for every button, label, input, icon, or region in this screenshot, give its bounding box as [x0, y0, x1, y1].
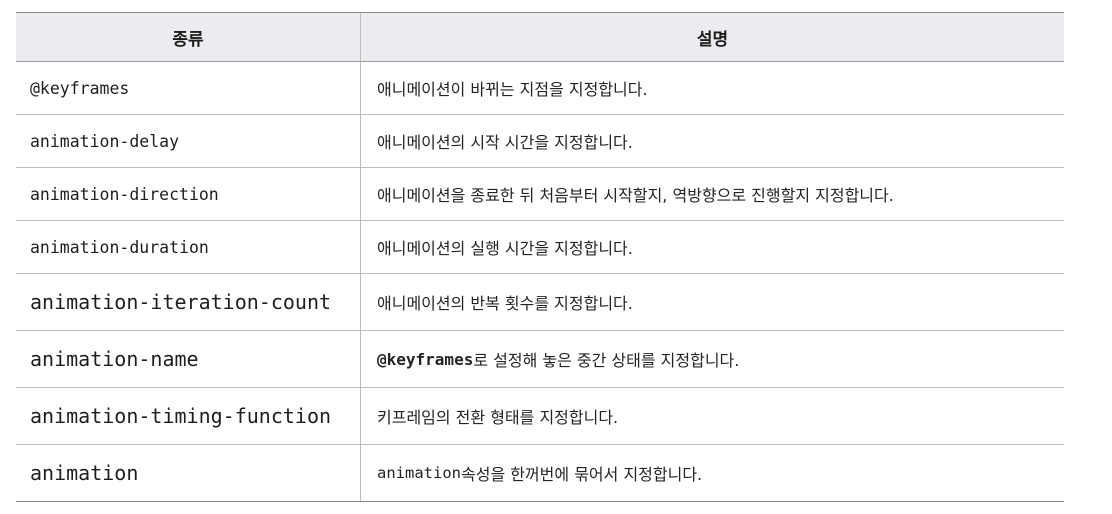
css-animation-properties-table: 종류 설명 @keyframes 애니메이션이 바뀌는 지점을 지정합니다. a… [16, 12, 1064, 502]
table-row: animation-delay 애니메이션의 시작 시간을 지정합니다. [16, 115, 1064, 168]
table-row: animation-name @keyframes 로 설정해 놓은 중간 상태를… [16, 331, 1064, 388]
property-name: animation-name [16, 331, 361, 387]
property-name: animation-delay [16, 115, 361, 167]
property-description: animation 속성을 한꺼번에 묶어서 지정합니다. [361, 445, 1064, 501]
table-row: animation-duration 애니메이션의 실행 시간을 지정합니다. [16, 221, 1064, 274]
inline-code: @keyframes [377, 349, 474, 369]
property-description: 애니메이션을 종료한 뒤 처음부터 시작할지, 역방향으로 진행할지 지정합니다… [377, 186, 894, 205]
description-text: 속성을 한꺼번에 묶어서 지정합니다. [461, 465, 703, 484]
table-row: animation-direction 애니메이션을 종료한 뒤 처음부터 시작… [16, 168, 1064, 221]
property-description: 애니메이션의 실행 시간을 지정합니다. [377, 239, 633, 258]
property-description: 애니메이션의 시작 시간을 지정합니다. [377, 133, 633, 152]
property-name: animation-direction [16, 168, 361, 220]
property-name: animation-duration [16, 221, 361, 273]
property-name: animation-timing-function [16, 388, 361, 444]
property-name: animation-iteration-count [16, 274, 361, 330]
property-name: @keyframes [16, 62, 361, 114]
description-text: 로 설정해 놓은 중간 상태를 지정합니다. [473, 351, 740, 370]
property-description: 애니메이션이 바뀌는 지점을 지정합니다. [377, 80, 648, 99]
property-description: @keyframes 로 설정해 놓은 중간 상태를 지정합니다. [361, 331, 1064, 387]
header-description: 설명 [696, 29, 729, 50]
property-description: 애니메이션의 반복 횟수를 지정합니다. [377, 294, 633, 313]
table-row: @keyframes 애니메이션이 바뀌는 지점을 지정합니다. [16, 62, 1064, 115]
table-row: animation animation 속성을 한꺼번에 묶어서 지정합니다. [16, 445, 1064, 501]
table-header: 종류 설명 [16, 13, 1064, 62]
property-name: animation [16, 445, 361, 501]
table-row: animation-timing-function 키프레임의 전환 형태를 지… [16, 388, 1064, 445]
property-description: 키프레임의 전환 형태를 지정합니다. [377, 408, 619, 427]
inline-code: animation [377, 464, 461, 482]
table-row: animation-iteration-count 애니메이션의 반복 횟수를 … [16, 274, 1064, 331]
header-type: 종류 [16, 13, 361, 61]
